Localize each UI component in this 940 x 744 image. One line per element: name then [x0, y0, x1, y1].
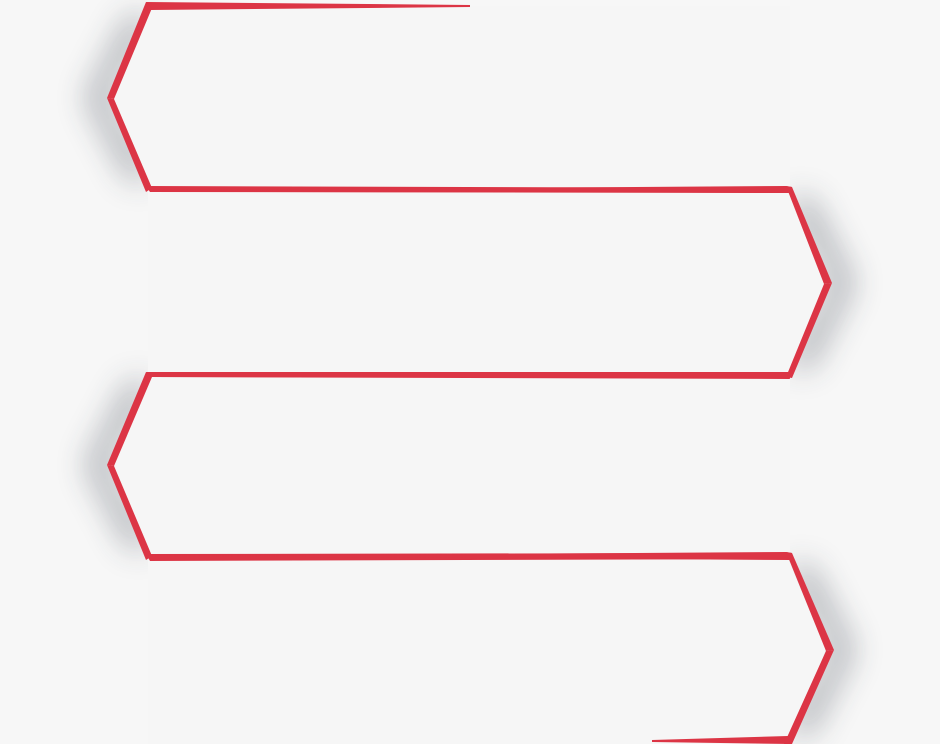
segment-1-tip-upper: [107, 2, 152, 99]
segment-3-tip-upper: [107, 372, 152, 466]
segment-1-tip-lower: [107, 98, 152, 192]
segment-2-fill: [148, 190, 826, 376]
segment-3-top-edge: [146, 372, 790, 378]
segment-3-tip-shadow: [88, 382, 150, 548]
tip-shadows: [88, 16, 852, 734]
segment-4-fill: [148, 558, 826, 744]
segment-2-tip-lower: [786, 283, 832, 378]
segment-4-tip-lower: [784, 650, 834, 744]
segment-3-fill: [110, 376, 790, 556]
segment-1-tip-shadow: [88, 16, 150, 180]
segment-outlines: [107, 2, 834, 744]
segment-2-tip-upper: [786, 186, 832, 284]
segment-4-top-edge: [150, 552, 792, 560]
segment-2-top-edge: [148, 186, 792, 193]
segment-4-bottom-edge: [652, 736, 790, 744]
segment-4-tip-upper: [786, 552, 834, 651]
segment-2-tip-shadow: [790, 198, 852, 368]
segment-3-tip-lower: [107, 465, 152, 560]
segment-4-tip-shadow: [790, 566, 852, 734]
segment-1-fill: [110, 6, 790, 188]
segment-fills: [110, 6, 826, 744]
segment-1-top-edge: [146, 2, 470, 10]
